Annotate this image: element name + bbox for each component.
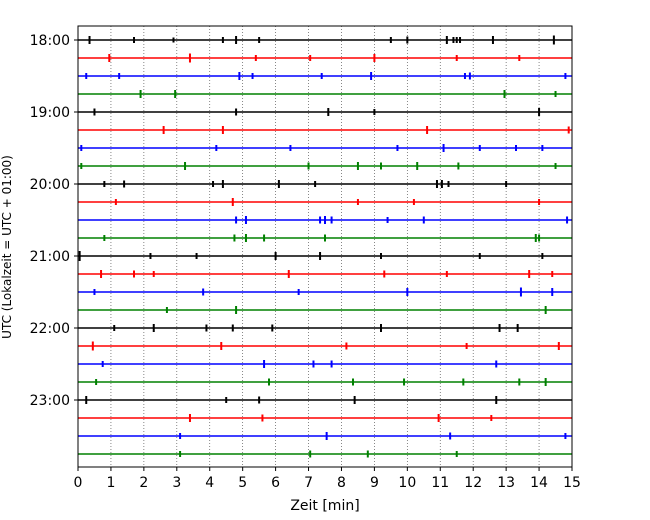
x-tick-label: 10 — [398, 475, 416, 491]
x-tick-label: 4 — [205, 475, 214, 491]
trace-row — [78, 306, 572, 314]
trace-row — [78, 72, 572, 80]
x-tick-label: 7 — [304, 475, 313, 491]
x-axis-ticks: 0 1 2 3 4 5 6 7 8 9 10 11 12 13 14 15 — [74, 467, 581, 491]
x-axis-title: Zeit [min] — [290, 498, 359, 514]
x-tick-label: 6 — [271, 475, 280, 491]
y-tick-label: 23:00 — [30, 393, 70, 409]
x-tick-label: 1 — [106, 475, 115, 491]
trace-row — [78, 35, 572, 45]
x-tick-label: 9 — [370, 475, 379, 491]
trace-row — [78, 287, 572, 297]
x-tick-label: 2 — [139, 475, 148, 491]
trace-row — [78, 414, 572, 422]
trace-row — [78, 324, 572, 332]
trace-row — [78, 360, 572, 368]
trace-row — [78, 198, 572, 206]
trace-row — [78, 180, 572, 188]
trace-row — [78, 251, 572, 261]
x-tick-label: 8 — [337, 475, 346, 491]
trace-row — [78, 126, 572, 134]
trace-row — [78, 53, 572, 63]
trace-row — [78, 270, 572, 278]
y-tick-label: 20:00 — [30, 177, 70, 193]
plot-frame — [77, 25, 573, 468]
trace-row — [78, 378, 572, 386]
trace-row — [78, 234, 572, 242]
trace-row — [78, 90, 572, 98]
trace-row — [78, 432, 572, 440]
x-tick-label: 14 — [530, 475, 548, 491]
trace-row — [78, 216, 572, 224]
x-tick-label: 3 — [172, 475, 181, 491]
trace-row — [78, 162, 572, 170]
y-axis-ticks: 18:00 19:00 20:00 21:00 22:00 23:00 — [30, 33, 78, 409]
trace-row — [78, 144, 572, 152]
x-tick-label: 5 — [238, 475, 247, 491]
plot-border — [77, 25, 573, 468]
y-axis-title: UTC (Lokalzeit = UTC + 01:00) — [0, 155, 14, 339]
x-tick-label: 13 — [497, 475, 515, 491]
y-tick-label: 22:00 — [30, 321, 70, 337]
y-tick-label: 18:00 — [30, 33, 70, 49]
y-tick-label: 19:00 — [30, 105, 70, 121]
x-tick-label: 12 — [464, 475, 482, 491]
trace-row — [78, 341, 572, 351]
x-tick-label: 15 — [563, 475, 581, 491]
trace-row — [78, 108, 572, 116]
trace-row — [78, 450, 572, 458]
trace-row — [78, 396, 572, 404]
x-tick-label: 11 — [431, 475, 449, 491]
y-tick-label: 21:00 — [30, 249, 70, 265]
seismic-traces — [78, 35, 572, 458]
x-tick-label: 0 — [74, 475, 83, 491]
